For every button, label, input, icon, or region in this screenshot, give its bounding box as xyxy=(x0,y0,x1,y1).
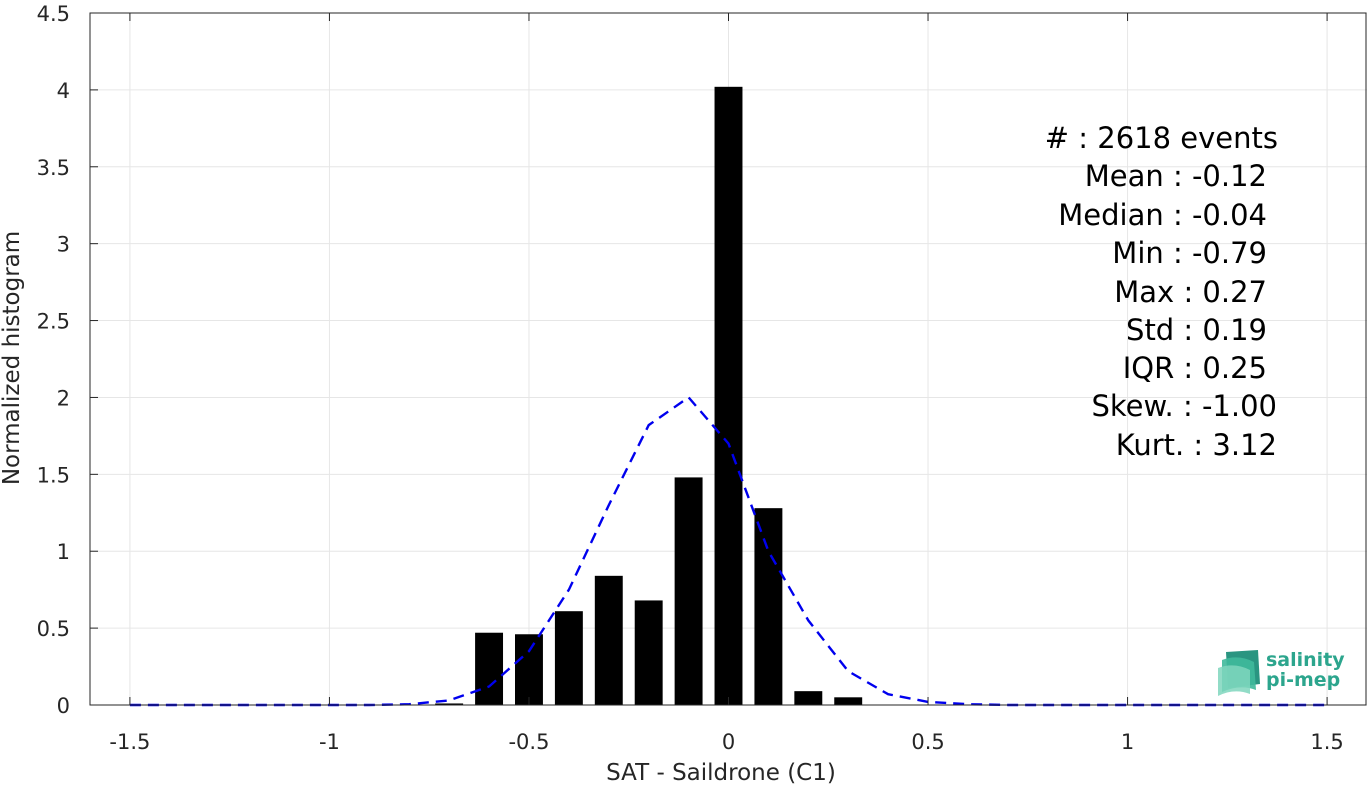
histogram-bar xyxy=(634,600,663,705)
statistics-box: # : 2618 events Mean : -0.12 Median : -0… xyxy=(1045,121,1278,462)
x-tick-label: 1 xyxy=(1121,730,1134,754)
x-tick-label: -1 xyxy=(319,730,340,754)
y-tick-label: 3.5 xyxy=(37,156,70,180)
histogram-bars xyxy=(435,86,863,705)
stats-line-mean: Mean : -0.12 xyxy=(1085,159,1267,193)
y-axis-label: Normalized histogram xyxy=(0,231,25,485)
y-tick-label: 2.5 xyxy=(37,310,70,334)
x-axis-label: SAT - Saildrone (C1) xyxy=(606,760,836,785)
y-tick-label: 1.5 xyxy=(37,463,70,487)
y-tick-labels: 0 0.5 1 1.5 2 2.5 3 3.5 4 4.5 xyxy=(37,2,70,718)
x-tick-label: -0.5 xyxy=(508,730,549,754)
y-tick-label: 4 xyxy=(57,79,70,103)
y-tick-label: 3 xyxy=(57,233,70,257)
logo-text-salinity: salinity xyxy=(1266,649,1345,671)
x-tick-label: 0.5 xyxy=(911,730,944,754)
logo-text-pi-mep: pi-mep xyxy=(1266,669,1340,691)
logo-waves-icon xyxy=(1218,650,1260,696)
y-tick-label: 0 xyxy=(57,694,70,718)
x-tick-label: 0 xyxy=(722,730,735,754)
histogram-bar xyxy=(594,575,623,705)
stats-line-kurt: Kurt. : 3.12 xyxy=(1116,428,1277,462)
histogram-bar xyxy=(554,611,583,705)
salinity-pi-mep-logo: salinity pi-mep xyxy=(1218,649,1345,696)
histogram-bar xyxy=(834,697,863,705)
stats-line-median: Median : -0.04 xyxy=(1058,198,1267,232)
histogram-bar xyxy=(714,86,743,705)
stats-line-min: Min : -0.79 xyxy=(1112,236,1267,270)
histogram-bar xyxy=(674,477,703,705)
x-tick-label: -1.5 xyxy=(109,730,150,754)
stats-line-skew: Skew. : -1.00 xyxy=(1091,389,1277,423)
axis-ticks xyxy=(90,12,1328,706)
x-tick-label: 1.5 xyxy=(1310,730,1343,754)
stats-line-max: Max : 0.27 xyxy=(1114,275,1267,309)
stats-line-count: # : 2618 events xyxy=(1045,121,1278,155)
histogram-bar xyxy=(435,703,464,705)
histogram-bar xyxy=(515,634,543,705)
y-tick-label: 1 xyxy=(57,540,70,564)
stats-line-std: Std : 0.19 xyxy=(1126,313,1267,347)
histogram-bar xyxy=(794,691,823,705)
histogram-bar xyxy=(475,632,504,705)
y-tick-label: 0.5 xyxy=(37,617,70,641)
x-tick-labels: -1.5 -1 -0.5 0 0.5 1 1.5 xyxy=(109,730,1343,754)
y-tick-label: 4.5 xyxy=(37,2,70,26)
stats-line-iqr: IQR : 0.25 xyxy=(1123,351,1267,385)
y-tick-label: 2 xyxy=(57,386,70,410)
histogram-bar xyxy=(754,508,783,705)
